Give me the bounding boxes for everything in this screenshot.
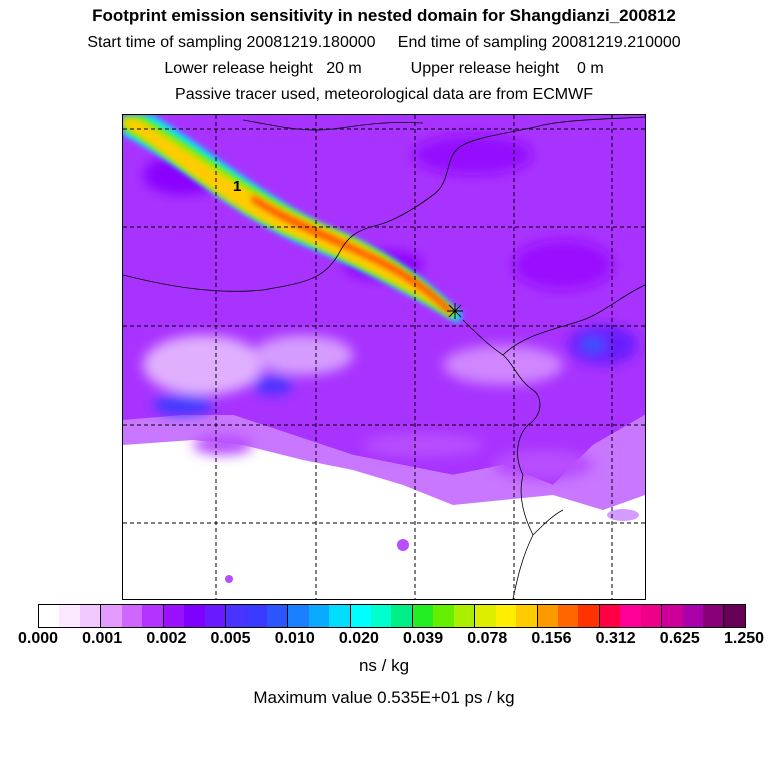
colorbar-swatch [121,605,143,627]
sampling-times: Start time of sampling 20081219.180000 E… [0,34,768,52]
colorbar-swatch [495,605,517,627]
plume [123,115,463,323]
units-label: ns / kg [358,656,410,675]
colorbar-swatch [79,605,102,627]
sampling-start: Start time of sampling 20081219.180000 [87,34,376,51]
colorbar-swatch [371,605,392,627]
map-canvas: 1 [123,115,645,599]
colorbar-swatch [101,605,122,627]
colorbar-swatch [703,605,725,627]
release-heights: Lower release height 20 m Upper release … [0,60,768,78]
map-grid [123,115,645,599]
colorbar-swatch [391,605,413,627]
colorbar-swatch [225,605,247,627]
receptor-marker-icon [447,303,463,319]
colorbar [38,604,746,628]
coastline [123,116,645,599]
colorbar-tick-label: 0.010 [274,630,315,647]
colorbar-swatch [578,605,600,627]
colorbar-swatch [453,605,476,627]
colorbar-tick-label: 0.625 [659,630,700,647]
colorbar-tick-label: 0.001 [82,630,123,647]
colorbar-swatch [475,605,496,627]
colorbar-tick-label: 0.039 [403,630,444,647]
colorbar-swatch [537,605,558,627]
colorbar-swatch [620,605,641,627]
colorbar-swatch [246,605,267,627]
colorbar-swatch [204,605,226,627]
colorbar-swatch [557,605,579,627]
colorbar-tick-label: 0.078 [467,630,508,647]
colorbar-swatch [516,605,538,627]
colorbar-swatch [599,605,621,627]
release-upper: Upper release height 0 m [410,60,604,77]
colorbar-tick-label: 0.005 [210,630,251,647]
colorbar-swatch [433,605,454,627]
colorbar-swatch [682,605,703,627]
footprint-map: 1 [122,114,646,600]
max-value-label: Maximum value 0.535E+01 ps / kg [253,688,515,707]
colorbar-swatch [662,605,683,627]
colorbar-swatch [329,605,351,627]
colorbar-tick-label: 0.312 [595,630,636,647]
colorbar-tick-label: 0.156 [531,630,572,647]
colorbar-swatch [350,605,371,627]
page-title: Footprint emission sensitivity in nested… [92,6,676,25]
colorbar-swatch [266,605,289,627]
colorbar-swatch [39,605,60,627]
release-lower: Lower release height 20 m [164,60,362,77]
colorbar-swatch [724,605,745,627]
colorbar-swatch [142,605,164,627]
contour-label: 1 [233,178,241,195]
colorbar-tick-label: 0.000 [17,630,59,647]
colorbar-swatch [640,605,663,627]
colorbar-swatch [288,605,309,627]
colorbar-swatch [308,605,330,627]
colorbar-tick-label: 0.002 [146,630,187,647]
tracer-note: Passive tracer used, meteorological data… [175,86,593,103]
colorbar-swatch [184,605,205,627]
colorbar-swatch [412,605,434,627]
sensitivity-field [123,115,645,583]
sampling-end: End time of sampling 20081219.210000 [397,34,681,51]
colorbar-swatch [59,605,80,627]
colorbar-swatch [163,605,185,627]
colorbar-tick-label: 0.020 [338,630,379,647]
colorbar-tick-label: 1.250 [723,630,765,647]
